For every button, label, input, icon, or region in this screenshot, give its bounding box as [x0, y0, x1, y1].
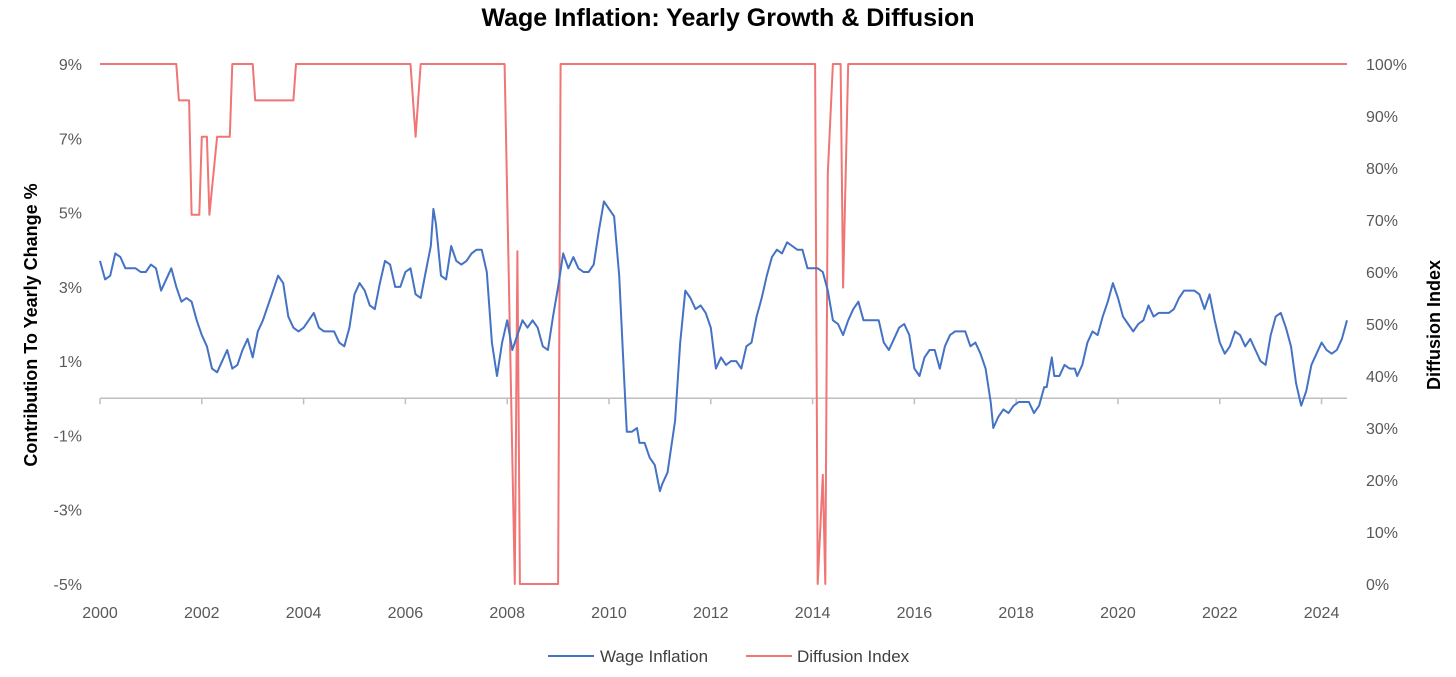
x-tick-label: 2006	[388, 605, 424, 622]
left-tick-label: 1%	[59, 354, 82, 371]
series-layer	[99, 63, 1348, 585]
x-tick-label: 2000	[82, 605, 118, 622]
left-tick-label: 9%	[59, 57, 82, 74]
right-tick-label: 0%	[1366, 577, 1389, 594]
right-axis-ticks: 100% 90% 80% 70% 60% 50% 40% 30% 20% 10% 0%	[1366, 57, 1407, 594]
legend-label-diffusion-index: Diffusion Index	[797, 647, 910, 666]
left-tick-label: 3%	[59, 280, 82, 297]
x-axis-ticks: 2000 2002 2004 2006 2008 2010 2012 2014 2016 2018…	[82, 605, 1339, 622]
x-tick-label: 2016	[897, 605, 933, 622]
left-tick-label: 5%	[59, 206, 82, 223]
left-tick-label: -5%	[54, 577, 82, 594]
legend-item-diffusion-index: Diffusion Index	[746, 647, 910, 666]
x-axis-tick-marks	[99, 398, 1323, 405]
left-tick-label: -3%	[54, 503, 82, 520]
legend-label-wage-inflation: Wage Inflation	[600, 647, 708, 666]
right-tick-label: 90%	[1366, 109, 1398, 126]
left-tick-label: 7%	[59, 131, 82, 148]
right-tick-label: 20%	[1366, 473, 1398, 490]
legend: Wage Inflation Diffusion Index	[548, 647, 910, 666]
right-tick-label: 70%	[1366, 213, 1398, 230]
right-tick-label: 30%	[1366, 421, 1398, 438]
left-axis-title: Contribution To Yearly Change %	[21, 183, 41, 466]
left-tick-label: -1%	[54, 428, 82, 445]
legend-item-wage-inflation: Wage Inflation	[548, 647, 708, 666]
x-tick-label: 2020	[1100, 605, 1136, 622]
right-tick-label: 80%	[1366, 161, 1398, 178]
series-line-wage-inflation	[99, 200, 1348, 493]
right-tick-label: 50%	[1366, 317, 1398, 334]
right-axis-title: Diffusion Index	[1424, 260, 1444, 390]
x-tick-label: 2008	[489, 605, 525, 622]
x-tick-label: 2022	[1202, 605, 1238, 622]
x-tick-label: 2014	[795, 605, 831, 622]
right-tick-label: 10%	[1366, 525, 1398, 542]
x-tick-label: 2010	[591, 605, 627, 622]
x-tick-label: 2012	[693, 605, 729, 622]
x-tick-label: 2024	[1304, 605, 1340, 622]
right-tick-label: 40%	[1366, 369, 1398, 386]
left-axis-ticks: 9% 7% 5% 3% 1% -1% -3% -5%	[54, 57, 82, 594]
right-tick-label: 60%	[1366, 265, 1398, 282]
series-line-diffusion-index	[100, 63, 1347, 585]
x-tick-label: 2002	[184, 605, 220, 622]
right-tick-label: 100%	[1366, 57, 1407, 74]
x-tick-label: 2018	[998, 605, 1034, 622]
x-tick-label: 2004	[286, 605, 322, 622]
chart-title: Wage Inflation: Yearly Growth & Diffusio…	[481, 4, 974, 32]
